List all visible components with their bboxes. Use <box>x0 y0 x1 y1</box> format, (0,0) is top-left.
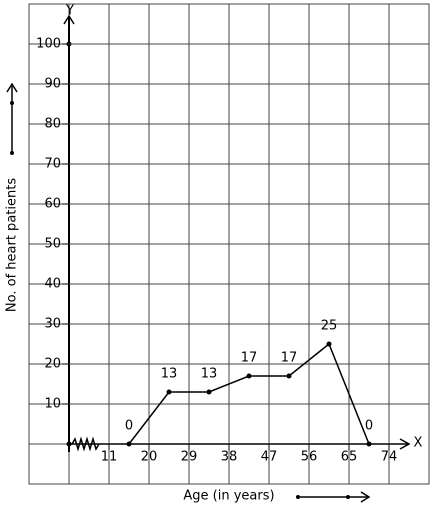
data-point <box>366 441 372 447</box>
data-point <box>166 389 172 395</box>
data-label: 25 <box>321 319 338 334</box>
data-point <box>286 373 292 379</box>
y-arrow <box>63 14 75 25</box>
y-tick-label: 70 <box>44 157 61 172</box>
data-label: 13 <box>161 367 178 382</box>
x-axis-letter: X <box>414 436 423 451</box>
y-tick-label: 90 <box>44 77 61 92</box>
y-tick-label: 100 <box>36 37 61 52</box>
y-tick-label: 20 <box>44 357 61 372</box>
data-point <box>126 441 132 447</box>
data-label: 0 <box>125 419 133 434</box>
data-point <box>206 389 212 395</box>
side-dot <box>10 151 14 155</box>
x-tick-label: 74 <box>381 450 398 465</box>
y-tick-label: 80 <box>44 117 61 132</box>
x-tick-label: 20 <box>141 450 158 465</box>
y-axis-letter: Y <box>65 4 74 19</box>
x-tick-label: 29 <box>181 450 198 465</box>
data-label: 0 <box>365 419 373 434</box>
bottom-dot <box>346 495 350 499</box>
x-tick-label: 47 <box>261 450 278 465</box>
data-label: 17 <box>241 351 258 366</box>
x-tick-label: 56 <box>301 450 318 465</box>
data-point <box>246 373 252 379</box>
x-axis-title: Age (in years) <box>183 489 274 504</box>
side-arrow-head <box>6 82 18 93</box>
side-dot <box>10 101 14 105</box>
x-tick-label: 38 <box>221 450 238 465</box>
x-tick-label: 65 <box>341 450 358 465</box>
x-arrow <box>399 438 411 450</box>
x-tick-label: 11 <box>101 450 118 465</box>
y-tick-label: 60 <box>44 197 61 212</box>
data-point <box>326 341 332 347</box>
axis-dot <box>66 441 72 447</box>
axis-break <box>71 436 100 452</box>
y-tick-label: 30 <box>44 317 61 332</box>
y-tick-label: 40 <box>44 277 61 292</box>
bottom-dot <box>296 495 300 499</box>
y-axis-title: No. of heart patients <box>5 178 20 312</box>
bottom-arrow-head <box>360 491 371 503</box>
y-tick-label: 50 <box>44 237 61 252</box>
data-label: 17 <box>281 351 298 366</box>
y-tick-label: 10 <box>44 397 61 412</box>
data-label: 13 <box>201 367 218 382</box>
